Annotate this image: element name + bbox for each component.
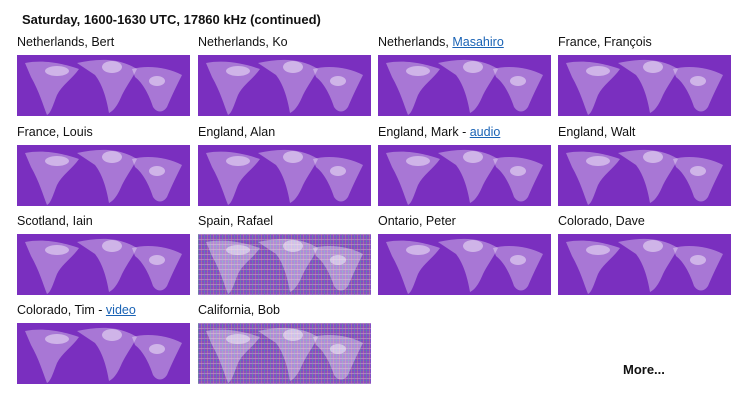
spectrogram-card: California, Bob: [198, 302, 371, 384]
spectrogram-card: Colorado, Tim - video: [17, 302, 190, 384]
card-label-text: Spain, Rafael: [198, 214, 274, 228]
spectrogram-card: Colorado, Dave: [558, 213, 731, 295]
spectrogram-image: [198, 323, 371, 384]
spectrogram-card: France, Louis: [17, 124, 190, 206]
spectrogram-card: Netherlands, Bert: [17, 34, 190, 116]
card-label: England, Mark - audio: [378, 124, 551, 141]
page-title: Saturday, 1600-1630 UTC, 17860 kHz (cont…: [22, 12, 321, 27]
card-label-text: France, Louis: [17, 125, 93, 139]
card-label: France, Louis: [17, 124, 190, 141]
card-label: Spain, Rafael: [198, 213, 371, 230]
card-label-text: England, Alan: [198, 125, 276, 139]
spectrogram-image: [17, 234, 190, 295]
spectrogram-card: England, Walt: [558, 124, 731, 206]
spectrogram-card: Netherlands, Masahiro: [378, 34, 551, 116]
card-label: England, Walt: [558, 124, 731, 141]
card-label-text: England, Walt: [558, 125, 636, 139]
card-label: England, Alan: [198, 124, 371, 141]
card-label: Colorado, Tim - video: [17, 302, 190, 319]
spectrogram-image: [198, 55, 371, 116]
card-label: Ontario, Peter: [378, 213, 551, 230]
card-label-text: Colorado, Tim -: [17, 303, 106, 317]
card-label-text: England, Mark -: [378, 125, 470, 139]
spectrogram-image: [17, 55, 190, 116]
card-label: Netherlands, Ko: [198, 34, 371, 51]
card-label-text: Netherlands,: [378, 35, 453, 49]
spectrogram-image: [198, 145, 371, 206]
card-label-text: California, Bob: [198, 303, 280, 317]
card-link[interactable]: video: [105, 303, 136, 317]
card-link[interactable]: Masahiro: [452, 35, 504, 49]
card-link[interactable]: audio: [469, 125, 501, 139]
spectrogram-card: Scotland, Iain: [17, 213, 190, 295]
spectrogram-card: Ontario, Peter: [378, 213, 551, 295]
more-link[interactable]: More...: [623, 362, 665, 377]
spectrogram-card: England, Mark - audio: [378, 124, 551, 206]
spectrogram-image: [558, 55, 731, 116]
spectrogram-card: Spain, Rafael: [198, 213, 371, 295]
spectrogram-card: Netherlands, Ko: [198, 34, 371, 116]
spectrogram-image: [378, 234, 551, 295]
spectrogram-card: England, Alan: [198, 124, 371, 206]
card-label: Scotland, Iain: [17, 213, 190, 230]
card-label: Netherlands, Masahiro: [378, 34, 551, 51]
card-label-text: Netherlands, Ko: [198, 35, 288, 49]
spectrogram-image: [17, 145, 190, 206]
spectrogram-card: France, François: [558, 34, 731, 116]
spectrogram-image: [198, 234, 371, 295]
card-label: Netherlands, Bert: [17, 34, 190, 51]
card-label-text: France, François: [558, 35, 652, 49]
card-label: France, François: [558, 34, 731, 51]
spectrogram-image: [558, 234, 731, 295]
card-label: Colorado, Dave: [558, 213, 731, 230]
spectrogram-image: [17, 323, 190, 384]
card-label-text: Netherlands, Bert: [17, 35, 115, 49]
spectrogram-image: [378, 55, 551, 116]
card-label-text: Scotland, Iain: [17, 214, 93, 228]
card-label: California, Bob: [198, 302, 371, 319]
card-label-text: Colorado, Dave: [558, 214, 645, 228]
spectrogram-image: [378, 145, 551, 206]
card-label-text: Ontario, Peter: [378, 214, 456, 228]
spectrogram-image: [558, 145, 731, 206]
